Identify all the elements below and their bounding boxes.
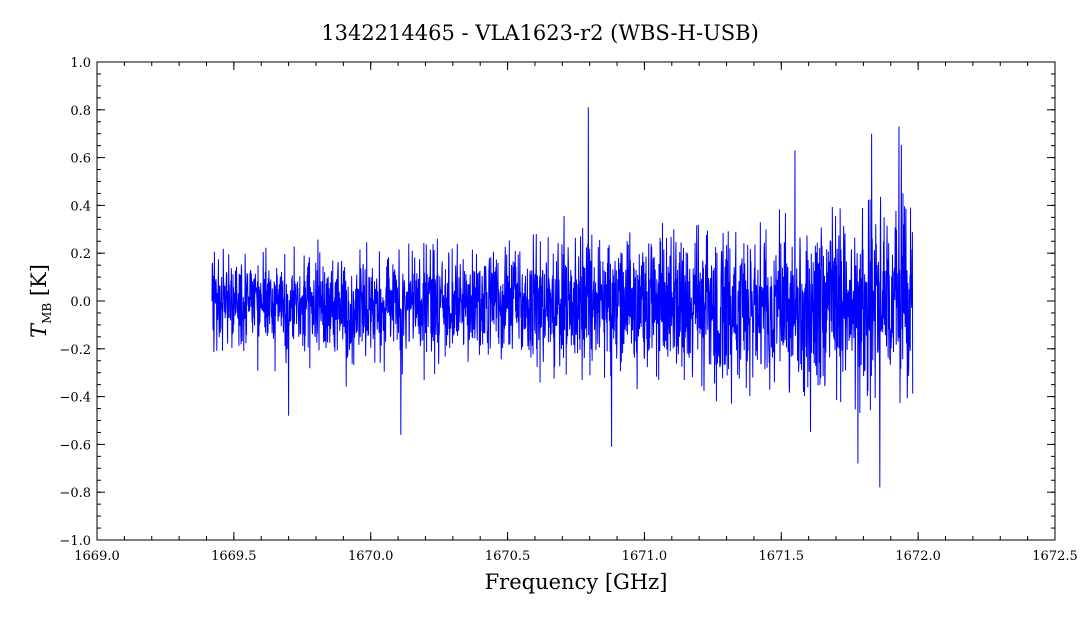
plot-area: 1669.0 1669.5 1670.0 1670.5 1671.0 1671.5 1672… <box>59 56 1077 564</box>
chart-title: 1342214465 - VLA1623-r2 (WBS-H-USB) <box>321 21 759 45</box>
x-tick-label: 1670.0 <box>348 549 394 564</box>
y-axis-label-main: T <box>27 322 51 338</box>
x-axis-ticks: 1669.0 1669.5 1670.0 1670.5 1671.0 1671.5 1672… <box>74 62 1078 564</box>
x-tick-label: 1672.5 <box>1032 549 1078 564</box>
x-tick-label: 1669.5 <box>211 549 257 564</box>
y-tick-label: 0.4 <box>70 199 91 214</box>
x-tick-label: 1670.5 <box>485 549 531 564</box>
x-tick-label: 1671.5 <box>759 549 805 564</box>
y-tick-label: −0.8 <box>59 486 91 501</box>
y-tick-label: −1.0 <box>59 534 91 549</box>
x-tick-label: 1669.0 <box>74 549 120 564</box>
x-tick-label: 1671.0 <box>622 549 668 564</box>
y-tick-label: 1.0 <box>70 56 91 71</box>
x-tick-label: 1672.0 <box>895 549 941 564</box>
x-axis-label: Frequency [GHz] <box>485 570 668 594</box>
series-group <box>211 107 914 488</box>
y-tick-label: −0.4 <box>59 391 91 406</box>
y-axis-label-sub: MB <box>40 303 54 324</box>
y-tick-label: −0.2 <box>59 343 91 358</box>
y-tick-label: 0.2 <box>70 247 91 262</box>
spectrum-series-line <box>211 107 914 488</box>
y-tick-label: −0.6 <box>59 438 91 453</box>
svg-text:TMB [K]: TMB [K] <box>27 264 54 338</box>
y-axis-ticks: −1.0 −0.8 −0.6 −0.4 −0.2 0.0 0.2 0.4 0.6 0.8 1.0 <box>59 56 1055 549</box>
y-axis-label-unit: [K] <box>27 264 51 303</box>
y-tick-label: 0.0 <box>70 295 91 310</box>
y-tick-label: 0.8 <box>70 104 91 119</box>
y-axis-label: TMB [K] <box>27 264 54 338</box>
y-tick-label: 0.6 <box>70 152 91 167</box>
